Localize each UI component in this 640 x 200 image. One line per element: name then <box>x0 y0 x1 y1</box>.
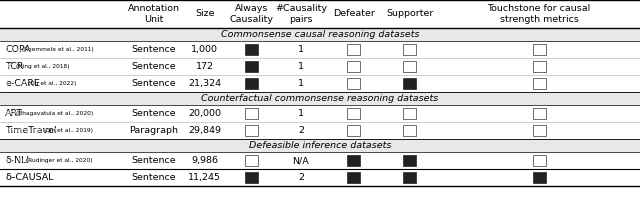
Text: N/A: N/A <box>292 156 309 165</box>
Bar <box>0 139 640 152</box>
Text: 1: 1 <box>298 62 304 71</box>
Text: δ-NLI: δ-NLI <box>5 156 29 165</box>
Bar <box>0 152 640 169</box>
Bar <box>532 155 545 166</box>
Text: 21,324: 21,324 <box>188 79 221 88</box>
Text: Annotation
Unit: Annotation Unit <box>127 4 180 24</box>
Bar <box>0 28 640 41</box>
Text: (Qin et al., 2019): (Qin et al., 2019) <box>42 128 93 133</box>
Bar <box>0 58 640 75</box>
Text: TimeTravel: TimeTravel <box>5 126 57 135</box>
Text: (Roemmele et al., 2011): (Roemmele et al., 2011) <box>20 47 94 52</box>
Bar <box>347 155 360 166</box>
Text: 9,986: 9,986 <box>191 156 218 165</box>
Bar <box>532 125 545 136</box>
Text: COPA: COPA <box>5 45 31 54</box>
Bar <box>403 108 416 119</box>
Text: δ–CAUSAL: δ–CAUSAL <box>5 173 54 182</box>
Bar <box>0 41 640 58</box>
Bar <box>403 172 416 183</box>
Text: 1,000: 1,000 <box>191 45 218 54</box>
Text: Always
Causality: Always Causality <box>229 4 273 24</box>
Bar <box>0 0 640 28</box>
Text: COPA (Roemmele et al., 2011): COPA (Roemmele et al., 2011) <box>5 47 95 52</box>
Text: Paragraph: Paragraph <box>129 126 178 135</box>
Text: Sentence: Sentence <box>131 79 176 88</box>
Text: TimeTravel(Qin et al., 2019): TimeTravel(Qin et al., 2019) <box>5 128 87 133</box>
Text: Supporter: Supporter <box>386 9 433 19</box>
Bar <box>347 108 360 119</box>
Bar <box>532 44 545 55</box>
Text: ART(Bhagavatula et al., 2020): ART(Bhagavatula et al., 2020) <box>5 111 93 116</box>
Text: Commonsense causal reasoning datasets: Commonsense causal reasoning datasets <box>221 30 419 39</box>
Bar <box>347 78 360 89</box>
Text: (Bhagavatula et al., 2020): (Bhagavatula et al., 2020) <box>17 111 93 116</box>
Text: 11,245: 11,245 <box>188 173 221 182</box>
Text: e-CARE: e-CARE <box>5 79 40 88</box>
Bar <box>403 125 416 136</box>
Text: 1: 1 <box>298 79 304 88</box>
Text: δ-NLI (Rudinger et al., 2020): δ-NLI (Rudinger et al., 2020) <box>5 158 89 163</box>
Bar <box>244 172 257 183</box>
Text: Defeasible inference datasets: Defeasible inference datasets <box>249 141 391 150</box>
Bar <box>0 105 640 122</box>
Text: Touchstone for causal
strength metrics: Touchstone for causal strength metrics <box>488 4 591 24</box>
Text: Defeater: Defeater <box>333 9 374 19</box>
Text: #Causality
pairs: #Causality pairs <box>275 4 327 24</box>
Text: Sentence: Sentence <box>131 109 176 118</box>
Text: (Ning et al., 2018): (Ning et al., 2018) <box>17 64 70 69</box>
Bar <box>532 108 545 119</box>
Text: 29,849: 29,849 <box>188 126 221 135</box>
Bar <box>0 75 640 92</box>
Bar <box>347 125 360 136</box>
Bar <box>0 92 640 105</box>
Text: 172: 172 <box>196 62 214 71</box>
Text: e-CARE(Du et al., 2022): e-CARE(Du et al., 2022) <box>5 81 76 86</box>
Text: (Rudinger et al., 2020): (Rudinger et al., 2020) <box>24 158 92 163</box>
Text: 20,000: 20,000 <box>188 109 221 118</box>
Bar <box>347 61 360 72</box>
Text: Sentence: Sentence <box>131 173 176 182</box>
Bar <box>403 78 416 89</box>
Text: Sentence: Sentence <box>131 62 176 71</box>
Text: Size: Size <box>195 9 214 19</box>
Bar <box>244 78 257 89</box>
Text: (Du et al., 2022): (Du et al., 2022) <box>28 81 76 86</box>
Bar <box>403 44 416 55</box>
Bar <box>244 44 257 55</box>
Bar <box>244 125 257 136</box>
Text: 2: 2 <box>298 126 304 135</box>
Text: Sentence: Sentence <box>131 156 176 165</box>
Text: Counterfactual commonsense reasoning datasets: Counterfactual commonsense reasoning dat… <box>202 94 438 103</box>
Text: 2: 2 <box>298 173 304 182</box>
Bar <box>403 61 416 72</box>
Bar <box>347 44 360 55</box>
Text: 1: 1 <box>298 109 304 118</box>
Bar <box>244 155 257 166</box>
Bar <box>403 155 416 166</box>
Bar <box>532 172 545 183</box>
Text: TCR: TCR <box>5 62 24 71</box>
Text: 1: 1 <box>298 45 304 54</box>
Bar <box>0 122 640 139</box>
Text: Sentence: Sentence <box>131 45 176 54</box>
Bar <box>532 61 545 72</box>
Bar <box>0 169 640 186</box>
Text: TCR(Ning et al., 2018): TCR(Ning et al., 2018) <box>5 64 70 69</box>
Text: ART: ART <box>5 109 23 118</box>
Bar <box>244 108 257 119</box>
Bar <box>532 78 545 89</box>
Bar <box>244 61 257 72</box>
Bar <box>347 172 360 183</box>
